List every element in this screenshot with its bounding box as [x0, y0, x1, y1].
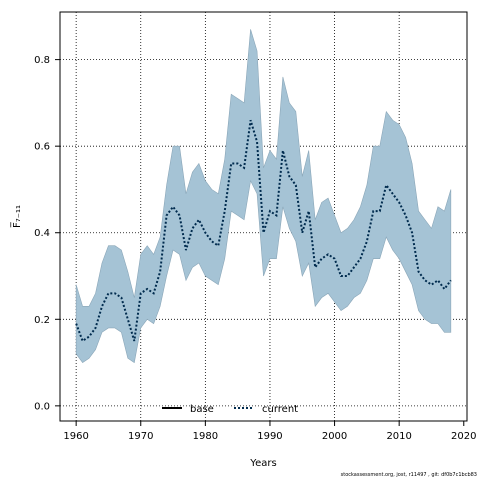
- legend-current-label: current: [262, 404, 298, 415]
- x-tick-label: 1960: [63, 431, 88, 442]
- confidence-band-layer: [75, 29, 452, 364]
- legend: base current: [162, 404, 298, 415]
- y-tick-label: 0.0: [34, 401, 50, 412]
- x-tick-label: 2000: [322, 431, 347, 442]
- y-axis: 0.0 0.2 0.4 0.6 0.8: [34, 55, 60, 412]
- legend-base-label: base: [190, 404, 214, 415]
- footer-credit: stockassessment.org, jost, r11497 , git:…: [340, 472, 477, 478]
- series-line-current: [75, 119, 452, 343]
- y-tick-label: 0.8: [34, 55, 50, 66]
- plot-frame: [59, 11, 468, 422]
- confidence-band: [75, 29, 452, 364]
- x-tick-label: 2020: [451, 431, 476, 442]
- y-axis-label: F̅₇₋₁₁: [10, 205, 23, 228]
- x-tick-label: 1980: [193, 431, 218, 442]
- x-tick-label: 2010: [386, 431, 411, 442]
- x-tick-label: 1970: [128, 431, 153, 442]
- x-axis-label: Years: [249, 458, 276, 469]
- x-tick-label: 1990: [257, 431, 282, 442]
- y-tick-label: 0.6: [34, 142, 50, 153]
- y-tick-label: 0.4: [34, 228, 50, 239]
- series-line-layer: [75, 119, 452, 343]
- x-axis: 1960 1970 1980 1990 2000 2010 2020: [63, 421, 476, 442]
- y-tick-label: 0.2: [34, 315, 50, 326]
